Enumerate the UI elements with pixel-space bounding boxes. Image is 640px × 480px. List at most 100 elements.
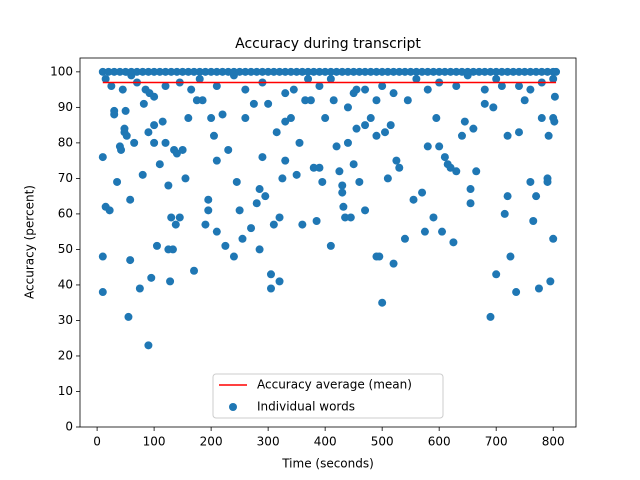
point <box>335 167 344 176</box>
point <box>420 227 429 236</box>
point <box>175 213 184 222</box>
legend: Accuracy average (mean) Individual words <box>212 373 444 419</box>
point <box>440 67 449 76</box>
point <box>361 85 370 94</box>
point <box>381 128 390 137</box>
point <box>389 259 398 268</box>
y-tick-label: 20 <box>58 348 73 362</box>
point <box>423 85 432 94</box>
point <box>389 89 398 98</box>
point <box>187 85 196 94</box>
point <box>124 312 133 321</box>
point <box>412 67 421 76</box>
point <box>255 185 264 194</box>
point <box>386 121 395 130</box>
point <box>466 199 475 208</box>
point <box>258 67 267 76</box>
y-tick-label: 0 <box>65 420 73 434</box>
point <box>201 220 210 229</box>
point <box>492 74 501 83</box>
scatter-points <box>98 67 561 350</box>
x-tick-label: 400 <box>314 435 337 449</box>
point <box>326 74 335 83</box>
point <box>209 131 218 140</box>
point <box>372 131 381 140</box>
point <box>241 85 250 94</box>
axes-frame <box>79 57 577 428</box>
point <box>435 142 444 151</box>
x-tick-label: 100 <box>143 435 166 449</box>
point <box>514 128 523 137</box>
point <box>298 67 307 76</box>
point <box>537 67 546 76</box>
x-axis-label: Time (seconds) <box>281 457 374 471</box>
point <box>309 163 318 172</box>
point <box>101 74 110 83</box>
point <box>304 67 313 76</box>
point <box>520 96 529 105</box>
point <box>212 156 221 165</box>
y-tick-label: 60 <box>58 206 73 220</box>
point <box>409 195 418 204</box>
point <box>204 195 213 204</box>
x-tick-label: 700 <box>485 435 508 449</box>
point <box>292 170 301 179</box>
point <box>158 117 167 126</box>
point <box>261 192 270 201</box>
point <box>167 213 176 222</box>
point <box>526 85 535 94</box>
point <box>435 67 444 76</box>
point <box>406 67 415 76</box>
point <box>341 213 350 222</box>
point <box>147 273 156 282</box>
y-tick-label: 80 <box>58 135 73 149</box>
point <box>247 224 256 233</box>
point <box>150 121 159 130</box>
point <box>440 153 449 162</box>
point <box>544 131 553 140</box>
point <box>509 67 518 76</box>
point <box>168 245 177 254</box>
point <box>133 67 142 76</box>
point <box>150 92 159 101</box>
point <box>301 96 310 105</box>
point <box>550 92 559 101</box>
y-tick-label: 100 <box>50 64 73 78</box>
point <box>492 67 501 76</box>
point <box>178 145 187 154</box>
point <box>295 138 304 147</box>
point <box>281 67 290 76</box>
point <box>121 67 130 76</box>
point <box>400 234 409 243</box>
point <box>122 131 131 140</box>
point <box>395 67 404 76</box>
point <box>255 245 264 254</box>
point <box>298 220 307 229</box>
point <box>549 74 558 83</box>
point <box>218 67 227 76</box>
point <box>164 181 173 190</box>
point <box>432 114 441 123</box>
point <box>486 312 495 321</box>
point <box>258 153 267 162</box>
point <box>321 114 330 123</box>
point <box>529 217 538 226</box>
point <box>552 67 561 76</box>
point <box>395 163 404 172</box>
point <box>332 67 341 76</box>
point <box>232 177 241 186</box>
point <box>446 67 455 76</box>
point <box>412 74 421 83</box>
point <box>452 82 461 91</box>
point <box>281 156 290 165</box>
point <box>332 142 341 151</box>
point <box>98 67 107 76</box>
point <box>167 67 176 76</box>
point <box>346 213 355 222</box>
point <box>352 124 361 133</box>
point <box>190 67 199 76</box>
point <box>514 67 523 76</box>
point <box>543 177 552 186</box>
point <box>241 114 250 123</box>
point <box>343 67 352 76</box>
